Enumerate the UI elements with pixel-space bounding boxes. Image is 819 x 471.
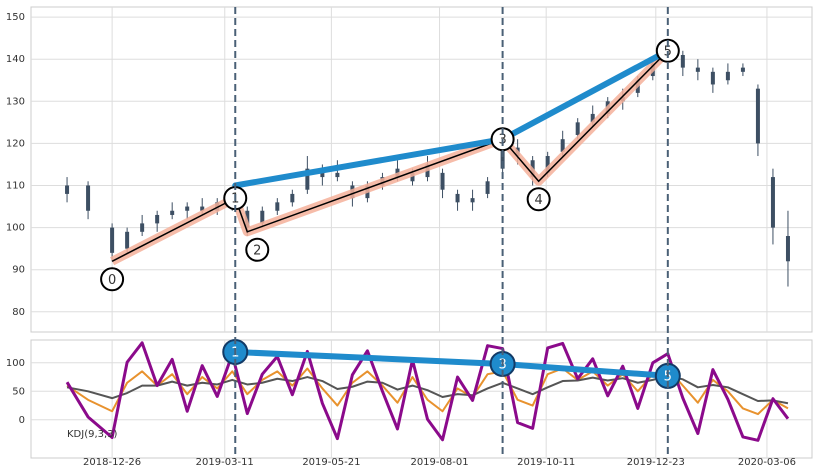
kdj-line [65, 341, 790, 442]
candle-body [200, 206, 205, 211]
y-tick-label: 90 [12, 265, 25, 276]
candle-body [455, 193, 460, 203]
candle-body [170, 210, 175, 215]
y-tick-label: 100 [6, 223, 25, 234]
wave-label: 4 [535, 193, 543, 208]
y-tick-label: 0 [19, 415, 25, 426]
candle-body [680, 54, 685, 68]
x-tick-label: 2018-12-26 [83, 457, 141, 468]
candle-body [185, 206, 190, 211]
candle-body [575, 122, 580, 135]
candle-body [125, 231, 130, 249]
wave-marker [245, 237, 270, 262]
candle-body [725, 71, 730, 81]
candle-body [410, 172, 415, 182]
candle-body [110, 227, 115, 253]
candle-body [485, 181, 490, 194]
x-tick-label: 2019-08-01 [410, 457, 468, 468]
y-tick-label: 50 [12, 386, 25, 397]
x-tick-label: 2019-10-11 [517, 457, 575, 468]
candle-body [275, 202, 280, 211]
candle-body [785, 236, 790, 262]
y-tick-label: 150 [6, 12, 25, 23]
annotation: KDJ(9,3,3) [67, 429, 118, 440]
candle-body [86, 185, 91, 211]
y-tick-label: 110 [6, 180, 25, 191]
candle-body [155, 214, 160, 224]
wave-marker [100, 267, 125, 292]
candle-body [290, 193, 295, 203]
candle-body [320, 172, 325, 178]
candle-body [770, 177, 775, 228]
candle-body [740, 67, 745, 72]
y-tick-label: 120 [6, 138, 25, 149]
candle-body [590, 113, 595, 123]
candle-body [65, 185, 70, 194]
candle-body [500, 147, 505, 169]
candle-body [755, 88, 760, 144]
wave-marker [526, 187, 551, 212]
candle-body [695, 67, 700, 72]
y-tick-label: 130 [6, 96, 25, 107]
candle-body [470, 198, 475, 203]
candle-body [440, 172, 445, 190]
x-tick-label: 2020-03-06 [738, 457, 796, 468]
wave-label: 2 [253, 243, 261, 258]
x-tick-label: 2019-05-21 [302, 457, 360, 468]
wave-line [111, 50, 669, 262]
candle-body [305, 168, 310, 190]
y-tick-label: 80 [12, 307, 25, 318]
candle-body [140, 223, 145, 232]
x-tick-label: 2019-03-11 [196, 457, 254, 468]
wave-marker [655, 38, 680, 63]
x-tick-label: 2019-12-23 [627, 457, 685, 468]
candle-body [710, 71, 715, 85]
candle-body [545, 156, 550, 173]
wave-label: 0 [108, 273, 116, 288]
y-tick-label: 100 [6, 358, 25, 369]
candle-body [335, 172, 340, 178]
candle-body [260, 210, 265, 224]
y-tick-label: 140 [6, 54, 25, 65]
candle-body [560, 139, 565, 152]
